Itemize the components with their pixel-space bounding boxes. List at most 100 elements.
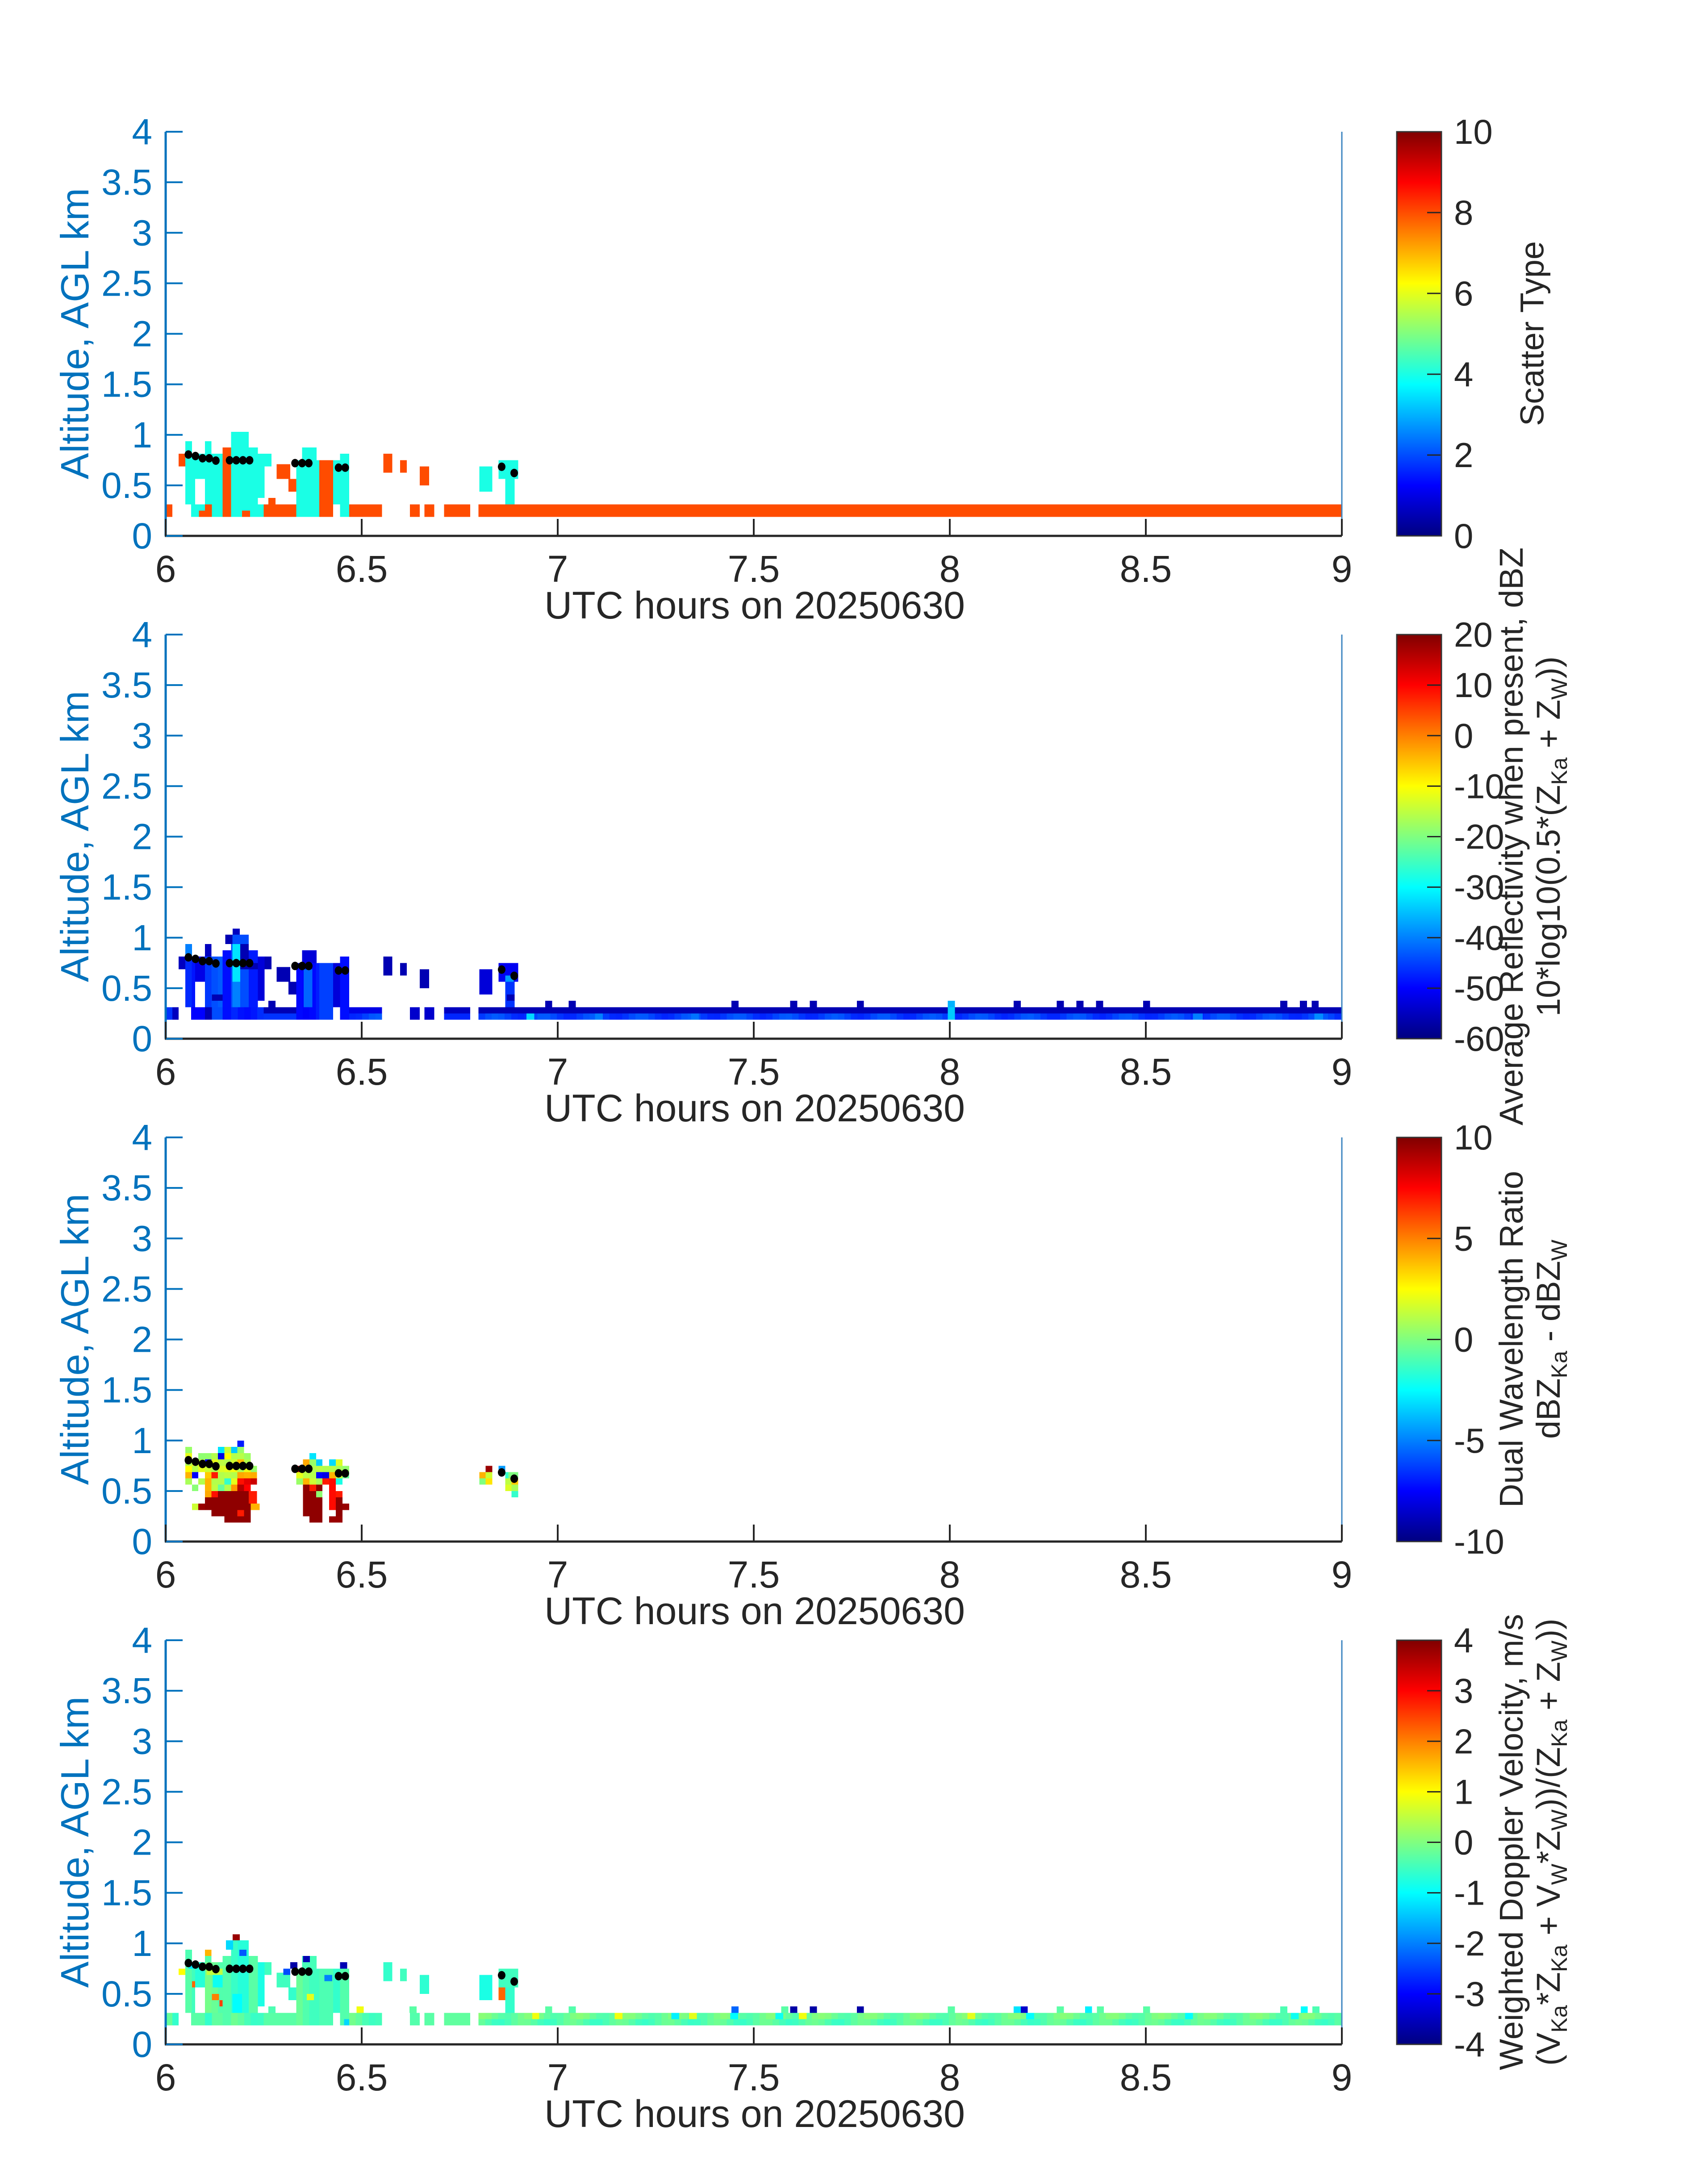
x-tick-label: 6.5	[336, 1554, 388, 1596]
colorbar-tick-label: -10	[1454, 1522, 1504, 1561]
melting-layer-dots	[184, 450, 518, 477]
dual-wavelength-ratio-heatmap	[185, 1440, 518, 1523]
colorbar-tick-label: -60	[1454, 1019, 1504, 1058]
colorbar-tick-label: -40	[1454, 918, 1504, 957]
y-tick-label: 2.5	[101, 263, 152, 304]
colorbar-tick-label: 3	[1454, 1671, 1473, 1710]
y-tick-label: 0	[132, 1019, 152, 1059]
colorbar-label-line2: 10*log10(0.5*(ZKa + ZW))	[1529, 656, 1572, 1017]
y-axis-label: Altitude, AGL km	[53, 690, 97, 982]
y-tick-label: 2	[132, 314, 152, 355]
x-tick-label: 8.5	[1120, 2056, 1172, 2098]
y-axis-label: Altitude, AGL km	[53, 1696, 97, 1988]
y-tick-label: 2.5	[101, 1269, 152, 1309]
x-tick-label: 6.5	[336, 2056, 388, 2098]
colorbar-tick-label: -1	[1454, 1873, 1485, 1913]
x-tick-label: 7.5	[728, 1051, 780, 1093]
x-tick-label: 8	[940, 1051, 960, 1093]
y-tick-label: 4	[132, 614, 152, 655]
colorbar-label: Scatter Type	[1514, 241, 1551, 426]
x-tick-label: 7.5	[728, 1554, 780, 1596]
colorbar-tick-label: 4	[1454, 1621, 1473, 1660]
x-tick-label: 9	[1332, 1554, 1353, 1596]
y-tick-label: 3	[132, 213, 152, 253]
y-tick-label: 3	[132, 715, 152, 756]
colorbar-tick-label: 8	[1454, 193, 1473, 232]
y-tick-label: 1	[132, 415, 152, 455]
y-tick-label: 3	[132, 1218, 152, 1259]
colorbar-label: Average Reflectivity when present, dBZ 1…	[1493, 547, 1572, 1125]
colorbar-tick-label: 4	[1454, 355, 1473, 394]
panel-scatter-type-plot: 0 0.5 1 1.5 2 2.5 3 3.5 4 6 6.5 7 7.5 8 8.5 9 0 2 4 6 8 10	[101, 112, 1493, 590]
colorbar-label: Weighted Doppler Velocity, m/s (VKa*ZKa …	[1493, 1614, 1572, 2070]
y-tick-label: 1.5	[101, 867, 152, 908]
colorbar-tick-label: 10	[1454, 112, 1493, 151]
x-tick-label: 8	[940, 2056, 960, 2098]
colorbar-tick-label: 2	[1454, 435, 1473, 475]
x-axis-label: UTC hours on 20250630	[544, 2093, 965, 2135]
x-tick-label: 9	[1332, 548, 1353, 590]
panel-dual-wavelength-ratio-plot: 0 0.5 1 1.5 2 2.5 3 3.5 4 6 6.5 7 7.5 8 8.5 9 -10 -5 0 5 10	[101, 1117, 1504, 1596]
melting-layer-dots	[184, 953, 518, 980]
colorbar-tick-label: -30	[1454, 868, 1504, 907]
colorbar-tick-label: -5	[1454, 1421, 1485, 1460]
x-tick-label: 7.5	[728, 2056, 780, 2098]
colorbar-tick-label: -20	[1454, 817, 1504, 857]
colorbar-label: Dual Wavelength Ratio dBZKa - dBZW	[1493, 1171, 1572, 1508]
colorbar-tick-label: 2	[1454, 1722, 1473, 1761]
y-tick-label: 1.5	[101, 1370, 152, 1411]
y-tick-label: 3.5	[101, 1168, 152, 1208]
y-tick-label: 4	[132, 1620, 152, 1661]
colorbar-tick-label: 0	[1454, 516, 1473, 556]
colorbar-tick-label: -2	[1454, 1924, 1485, 1963]
colorbar-label-line1: Scatter Type	[1513, 241, 1551, 426]
x-tick-label: 6.5	[336, 1051, 388, 1093]
colorbar-tick-label: 20	[1454, 615, 1493, 654]
colorbar-tick-label: 0	[1454, 1320, 1473, 1359]
panel-weighted-doppler-velocity-plot: 0 0.5 1 1.5 2 2.5 3 3.5 4 6 6.5 7 7.5 8 8.5 9 -4 -3 -2 -1 0 1…	[101, 1620, 1485, 2098]
x-axis-label: UTC hours on 20250630	[544, 1590, 965, 1633]
colorbar-label-line1: Dual Wavelength Ratio	[1492, 1170, 1530, 1508]
y-axis-label: Altitude, AGL km	[53, 188, 97, 480]
colorbar-tick-label: 10	[1454, 665, 1493, 705]
y-tick-label: 2.5	[101, 1772, 152, 1812]
x-tick-label: 8	[940, 548, 960, 590]
y-tick-label: 2.5	[101, 766, 152, 806]
y-tick-label: 4	[132, 1117, 152, 1158]
colorbar-tick-label: -3	[1454, 1974, 1485, 2014]
y-tick-label: 1.5	[101, 364, 152, 405]
x-tick-label: 8.5	[1120, 1554, 1172, 1596]
x-tick-label: 7	[547, 1554, 568, 1596]
x-tick-label: 7	[547, 1051, 568, 1093]
y-axis-label: Altitude, AGL km	[53, 1193, 97, 1485]
colorbar-tick-label: 0	[1454, 716, 1473, 755]
y-tick-label: 3.5	[101, 665, 152, 706]
colorbar-label-line2: (VKa*ZKa + VW*ZW))/(ZKa + ZW))	[1529, 1618, 1572, 2066]
y-tick-label: 0.5	[101, 1471, 152, 1512]
y-tick-label: 1.5	[101, 1873, 152, 1914]
colorbar-tick-label: -10	[1454, 766, 1504, 806]
colorbar-tick-label: -50	[1454, 969, 1504, 1008]
y-tick-label: 0.5	[101, 465, 152, 506]
y-tick-label: 0.5	[101, 968, 152, 1009]
x-tick-label: 7	[547, 2056, 568, 2098]
melting-layer-dots	[184, 1456, 518, 1483]
y-tick-label: 1	[132, 918, 152, 958]
y-tick-label: 3	[132, 1721, 152, 1762]
panel-average-reflectivity-plot: 0 0.5 1 1.5 2 2.5 3 3.5 4 6 6.5 7 7.5 8 8.5 9 -60 -50 -40 -…	[101, 614, 1504, 1093]
y-tick-label: 0	[132, 1521, 152, 1562]
y-tick-label: 3.5	[101, 162, 152, 203]
y-tick-label: 0	[132, 2024, 152, 2065]
colorbar-label-line1: Weighted Doppler Velocity, m/s	[1492, 1614, 1530, 2070]
colorbar-tick-label: 1	[1454, 1772, 1473, 1811]
x-axis-label: UTC hours on 20250630	[544, 1087, 965, 1130]
colorbar-label-line1: Average Reflectivity when present, dBZ	[1492, 547, 1530, 1126]
melting-layer-dots	[184, 1959, 518, 1986]
x-tick-label: 9	[1332, 2056, 1353, 2098]
x-tick-label: 9	[1332, 1051, 1353, 1093]
x-tick-label: 6	[155, 548, 176, 590]
x-tick-label: 6.5	[336, 548, 388, 590]
colorbar-tick-label: 5	[1454, 1219, 1473, 1258]
x-tick-label: 6	[155, 2056, 176, 2098]
